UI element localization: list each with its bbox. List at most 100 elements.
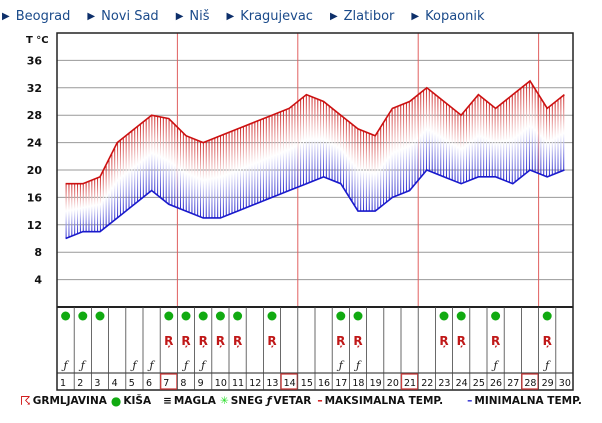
temp-range-hatch — [331, 107, 333, 181]
temp-range-hatch — [494, 107, 496, 177]
temp-range-hatch — [520, 88, 522, 178]
temp-range-hatch — [231, 131, 233, 214]
day-number: 2 — [77, 378, 83, 389]
temp-range-hatch — [363, 130, 365, 212]
day-number: 7 — [163, 378, 169, 389]
wind-icon: ƒ — [78, 359, 87, 372]
temp-range-hatch — [111, 154, 113, 223]
tab-kragujevac[interactable]: ▶ Kragujevac — [227, 9, 313, 24]
temp-range-hatch — [182, 132, 184, 210]
wind-icon: ƒ — [129, 359, 138, 372]
temp-range-hatch — [214, 138, 216, 218]
temp-range-hatch — [105, 165, 107, 228]
temp-range-hatch — [445, 103, 447, 178]
arrow-icon: ▶ — [329, 11, 338, 22]
temp-range-hatch — [262, 118, 264, 202]
temp-range-hatch — [334, 110, 336, 182]
tab-novi-sad[interactable]: ▶ Novi Sad — [87, 9, 158, 24]
temp-range-hatch — [466, 109, 467, 182]
temp-range-hatch — [248, 124, 250, 207]
temp-range-hatch — [88, 181, 90, 232]
sunday-highlight — [280, 373, 298, 390]
temp-range-hatch — [205, 141, 207, 218]
temp-range-hatch — [491, 105, 493, 177]
temp-range-hatch — [202, 142, 204, 218]
temp-range-hatch — [134, 129, 136, 205]
rain-icon — [181, 311, 191, 321]
temp-range-hatch — [471, 102, 473, 180]
temp-range-hatch — [119, 140, 121, 216]
temp-range-hatch — [314, 97, 316, 181]
temp-range-hatch — [71, 183, 73, 237]
temp-range-hatch — [551, 104, 553, 176]
temp-range-hatch — [437, 96, 439, 175]
temp-range-hatch — [431, 91, 433, 172]
temp-range-hatch — [282, 110, 284, 194]
day-number: 18 — [352, 378, 364, 389]
temp-range-hatch — [531, 83, 533, 171]
temp-range-hatch — [383, 123, 385, 205]
day-number: 19 — [370, 378, 382, 389]
rain-icon — [164, 311, 174, 321]
arrow-icon: ▶ — [226, 11, 235, 22]
temp-range-hatch — [477, 95, 479, 178]
day-number: 21 — [404, 378, 416, 389]
temp-range-hatch — [414, 97, 416, 185]
tab-niš[interactable]: ▶ Niš — [176, 9, 210, 24]
temp-range-hatch — [265, 117, 267, 200]
temp-range-hatch — [159, 116, 161, 198]
y-tick-label: 32 — [27, 82, 42, 95]
temp-range-hatch — [274, 114, 276, 197]
temp-range-hatch — [365, 132, 367, 212]
day-number: 1 — [60, 378, 66, 389]
temp-range-hatch — [180, 129, 181, 209]
sunday-highlight — [160, 373, 178, 390]
thunder-icon: Ŗ — [233, 334, 242, 348]
tab-kopaonik[interactable]: ▶ Kopaonik — [411, 9, 484, 24]
day-number: 6 — [146, 378, 152, 389]
temp-range-hatch — [157, 116, 159, 195]
temp-range-hatch — [380, 127, 382, 208]
temp-range-hatch — [77, 183, 79, 234]
temp-range-hatch — [503, 102, 505, 180]
temp-range-hatch — [171, 121, 173, 206]
tab-label: Kragujevac — [240, 9, 313, 24]
temp-range-hatch — [220, 135, 222, 218]
temp-range-hatch — [514, 93, 516, 183]
temp-range-hatch — [394, 107, 396, 197]
thunder-icon: Ŗ — [216, 334, 225, 348]
legend-rain: KIŠA — [123, 395, 152, 407]
temp-range-hatch — [480, 96, 482, 177]
thunder-icon: Ŗ — [199, 334, 208, 348]
temp-range-hatch — [523, 86, 525, 176]
day-number: 29 — [542, 378, 554, 389]
temp-range-hatch — [99, 176, 101, 232]
temp-range-hatch — [168, 118, 170, 205]
temp-range-hatch — [408, 101, 410, 191]
thunder-icon: Ŗ — [439, 334, 448, 348]
temp-range-hatch — [474, 99, 476, 179]
temp-range-hatch — [357, 128, 359, 211]
rain-icon — [439, 311, 449, 321]
tab-zlatibor[interactable]: ▶ Zlatibor — [330, 9, 394, 24]
temp-range-hatch — [82, 183, 84, 232]
tab-beograd[interactable]: ▶ Beograd — [2, 9, 70, 24]
temp-range-hatch — [108, 159, 110, 225]
temp-range-hatch — [340, 114, 342, 184]
temp-range-hatch — [440, 98, 442, 176]
temp-range-hatch — [222, 134, 224, 217]
temp-range-hatch — [254, 122, 256, 205]
temp-range-hatch — [288, 108, 290, 191]
temp-range-hatch — [423, 90, 425, 175]
rain-icon — [353, 311, 363, 321]
temp-range-hatch — [300, 99, 302, 187]
thunder-icon: Ŗ — [457, 334, 466, 348]
rain-icon — [491, 311, 501, 321]
day-number: 27 — [507, 378, 519, 389]
legend-wind: VETAR — [273, 395, 312, 407]
min-line-icon: – — [467, 395, 473, 407]
temp-range-hatch — [368, 133, 370, 212]
temp-range-hatch — [97, 178, 99, 232]
temp-range-hatch — [454, 109, 456, 182]
temp-range-hatch — [488, 102, 490, 177]
